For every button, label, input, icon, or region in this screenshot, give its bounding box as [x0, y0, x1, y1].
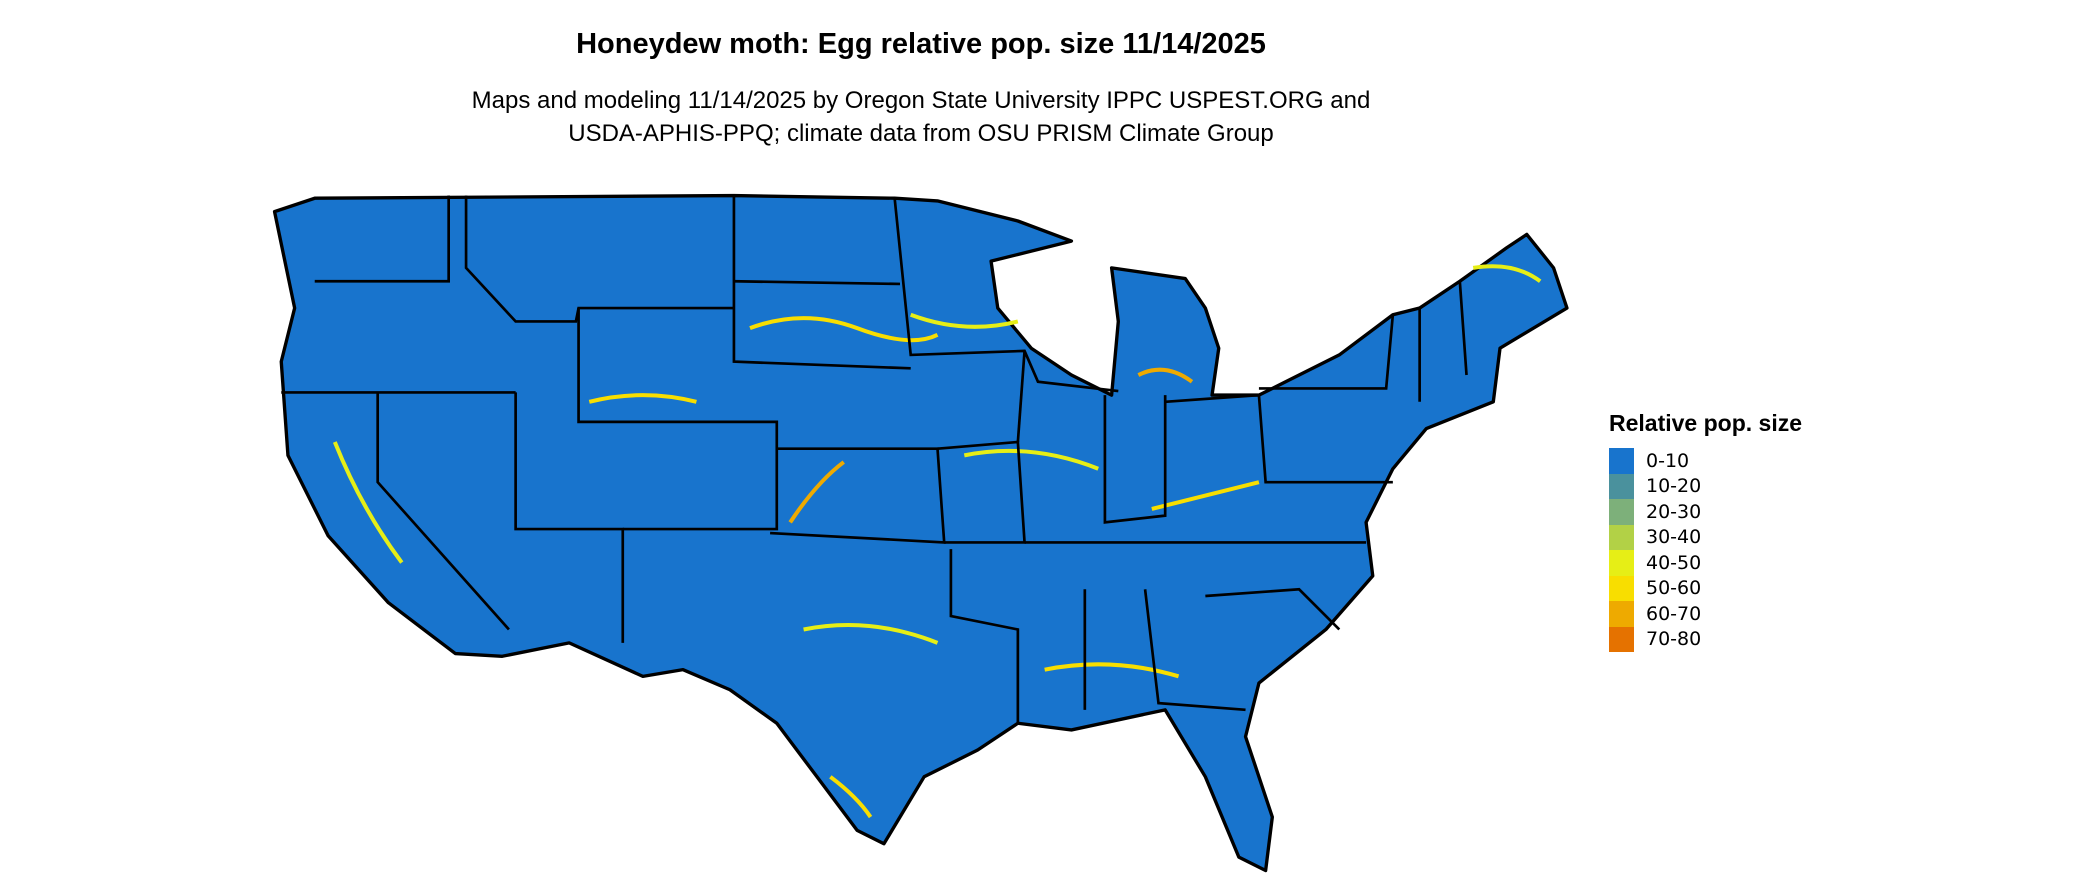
hotspot-band — [910, 312, 1019, 329]
legend-label: 70-80 — [1646, 628, 1702, 651]
map-subtitle: Maps and modeling 11/14/2025 by Oregon S… — [0, 84, 1842, 150]
us-outline — [272, 193, 1569, 873]
legend-item: 50-60 — [1609, 575, 1802, 601]
map-title: Honeydew moth: Egg relative pop. size 11… — [576, 28, 1266, 60]
state-boundaries — [281, 195, 1468, 724]
hotspot-band — [963, 448, 1099, 471]
legend-label: 10-20 — [1646, 475, 1702, 498]
legend-item: 20-30 — [1609, 499, 1802, 525]
hotspots — [332, 264, 1542, 819]
legend-swatch — [1609, 601, 1634, 627]
legend-item: 30-40 — [1609, 524, 1802, 550]
legend-item: 0-10 — [1609, 448, 1802, 474]
hotspot-band — [749, 316, 939, 343]
hotspot-band — [1472, 264, 1542, 283]
legend-label: 40-50 — [1646, 551, 1702, 574]
hotspot-band — [1137, 367, 1194, 384]
hotspot-band — [332, 441, 404, 564]
hotspot-band — [588, 393, 697, 404]
legend-label: 60-70 — [1646, 602, 1702, 625]
legend-item: 10-20 — [1609, 473, 1802, 499]
legend-label: 0-10 — [1646, 449, 1690, 472]
legend: Relative pop. size 0-10 10-20 20-30 30-40 40… — [1609, 410, 1802, 652]
legend-label: 50-60 — [1646, 577, 1702, 600]
legend-item: 40-50 — [1609, 550, 1802, 576]
legend-item: 60-70 — [1609, 601, 1802, 627]
legend-swatch — [1609, 524, 1634, 550]
legend-label: 30-40 — [1646, 526, 1702, 549]
legend-swatch — [1609, 575, 1634, 601]
hotspot-band — [803, 623, 939, 645]
hotspot-band — [829, 775, 873, 819]
hotspot-band — [1044, 662, 1180, 679]
legend-swatch — [1609, 499, 1634, 525]
subtitle-line-2: USDA-APHIS-PPQ; climate data from OSU PR… — [568, 120, 1274, 147]
hotspot-band — [788, 460, 845, 524]
legend-swatch — [1609, 550, 1634, 576]
legend-label: 20-30 — [1646, 500, 1702, 523]
legend-item: 70-80 — [1609, 626, 1802, 652]
legend-swatch — [1609, 473, 1634, 499]
legend-title: Relative pop. size — [1609, 410, 1803, 436]
legend-swatch — [1609, 448, 1634, 474]
hotspot-band — [1151, 480, 1260, 511]
legend-swatch — [1609, 626, 1634, 652]
subtitle-line-1: Maps and modeling 11/14/2025 by Oregon S… — [471, 87, 1371, 114]
